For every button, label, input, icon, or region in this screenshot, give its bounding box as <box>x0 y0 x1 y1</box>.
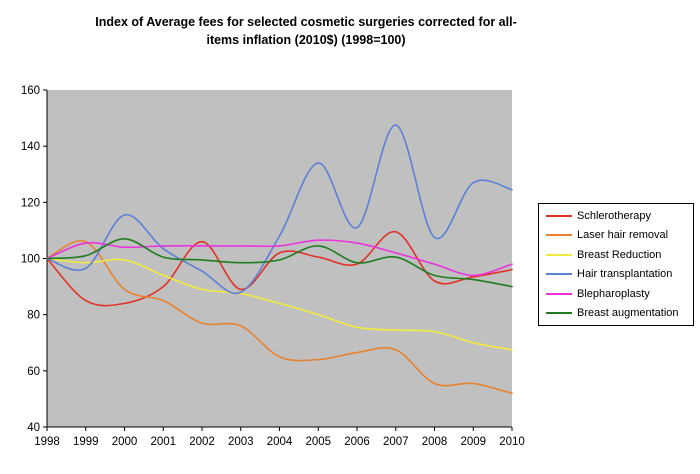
x-tick-label: 2000 <box>112 436 138 448</box>
x-tick-label: 2010 <box>499 436 525 448</box>
x-tick-label: 2004 <box>267 436 293 448</box>
x-tick-label: 1998 <box>34 436 60 448</box>
legend-item-blepharoplasty: Blepharoplasty <box>539 285 693 303</box>
legend-item-hair-transplantation: Hair transplantation <box>539 265 693 283</box>
legend: Schlerotherapy Laser hair removal Breast R… <box>538 203 694 326</box>
plot-background <box>47 90 512 427</box>
series-line-hair-transplantation <box>46 124 513 295</box>
y-tick-label: 40 <box>27 422 40 434</box>
legend-swatch-blepharoplasty <box>546 292 572 295</box>
legend-label-blepharoplasty: Blepharoplasty <box>577 287 650 300</box>
series-line-blepharoplasty <box>46 239 513 277</box>
x-tick-label: 2005 <box>305 436 331 448</box>
legend-swatch-hair-transplantation <box>546 273 572 276</box>
chart-title: Index of Average fees for selected cosme… <box>0 13 612 49</box>
chart-title-line2: items inflation (2010$) (1998=100) <box>206 33 406 47</box>
legend-label-laser-hair-removal: Laser hair removal <box>577 229 669 242</box>
legend-item-breast-reduction: Breast Reduction <box>539 246 693 264</box>
x-tick-label: 2003 <box>228 436 254 448</box>
y-tick-label: 80 <box>27 310 40 322</box>
legend-label-breast-augmentation: Breast augmentation <box>577 307 679 320</box>
series-line-breast-reduction <box>46 257 513 351</box>
legend-swatch-breast-reduction <box>546 253 572 256</box>
x-tick-label: 2008 <box>422 436 448 448</box>
x-tick-label: 1999 <box>73 436 99 448</box>
y-tick-label: 160 <box>21 85 40 97</box>
x-tick-label: 2009 <box>460 436 486 448</box>
legend-swatch-breast-augmentation <box>546 312 572 315</box>
x-tick-label: 2001 <box>150 436 176 448</box>
legend-label-schlerotherapy: Schlerotherapy <box>577 209 651 222</box>
legend-label-breast-reduction: Breast Reduction <box>577 248 662 261</box>
series-line-schlerotherapy <box>46 230 513 307</box>
y-tick-label: 100 <box>21 254 40 266</box>
legend-swatch-laser-hair-removal <box>546 234 572 237</box>
series-line-laser-hair-removal <box>46 240 513 395</box>
legend-item-laser-hair-removal: Laser hair removal <box>539 226 693 244</box>
y-tick-label: 120 <box>21 197 40 209</box>
legend-item-breast-augmentation: Breast augmentation <box>539 304 693 322</box>
legend-item-schlerotherapy: Schlerotherapy <box>539 207 693 225</box>
legend-label-hair-transplantation: Hair transplantation <box>577 268 673 281</box>
legend-swatch-schlerotherapy <box>546 214 572 217</box>
x-tick-label: 2002 <box>189 436 215 448</box>
x-tick-label: 2006 <box>344 436 370 448</box>
series-line-breast-augmentation <box>46 237 513 288</box>
y-tick-label: 60 <box>27 366 40 378</box>
chart-title-line1: Index of Average fees for selected cosme… <box>95 15 517 29</box>
y-tick-label: 140 <box>21 141 40 153</box>
x-tick-label: 2007 <box>383 436 409 448</box>
